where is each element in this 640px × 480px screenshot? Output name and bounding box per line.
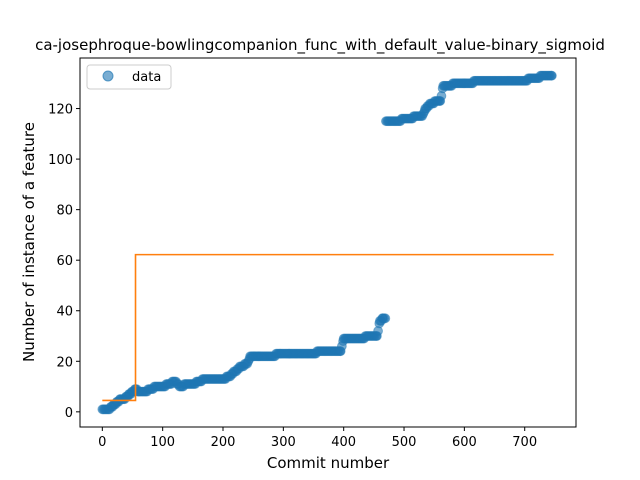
legend-label-data: data (132, 70, 161, 85)
y-tick-label: 0 (65, 406, 73, 421)
data-point (546, 70, 557, 81)
y-tick-label: 40 (56, 305, 73, 320)
y-axis: 0 20 40 60 80 100 120 (48, 103, 80, 421)
legend-marker-data (102, 70, 114, 82)
x-tick-label: 0 (98, 435, 106, 450)
x-tick-label: 400 (331, 435, 356, 450)
x-tick-label: 700 (512, 435, 537, 450)
y-tick-label: 20 (56, 355, 73, 370)
y-tick-label: 80 (56, 204, 73, 219)
x-tick-label: 300 (271, 435, 296, 450)
x-tick-label: 500 (392, 435, 417, 450)
plot-area (97, 70, 557, 415)
x-tick-label: 600 (452, 435, 477, 450)
y-tick-label: 100 (48, 153, 73, 168)
plot-frame (79, 57, 577, 428)
x-axis: 0 100 200 300 400 500 600 700 (98, 427, 537, 450)
data-point (380, 313, 391, 324)
legend: data (86, 64, 172, 90)
y-axis-label: Number of instance of a feature (20, 122, 38, 362)
x-tick-label: 100 (150, 435, 175, 450)
x-axis-label: Commit number (267, 454, 390, 472)
y-tick-label: 60 (56, 254, 73, 269)
x-tick-label: 200 (211, 435, 236, 450)
chart-title: ca-josephroque-bowlingcompanion_func_wit… (35, 36, 605, 55)
fit-line (102, 253, 554, 402)
y-tick-label: 120 (48, 103, 73, 118)
